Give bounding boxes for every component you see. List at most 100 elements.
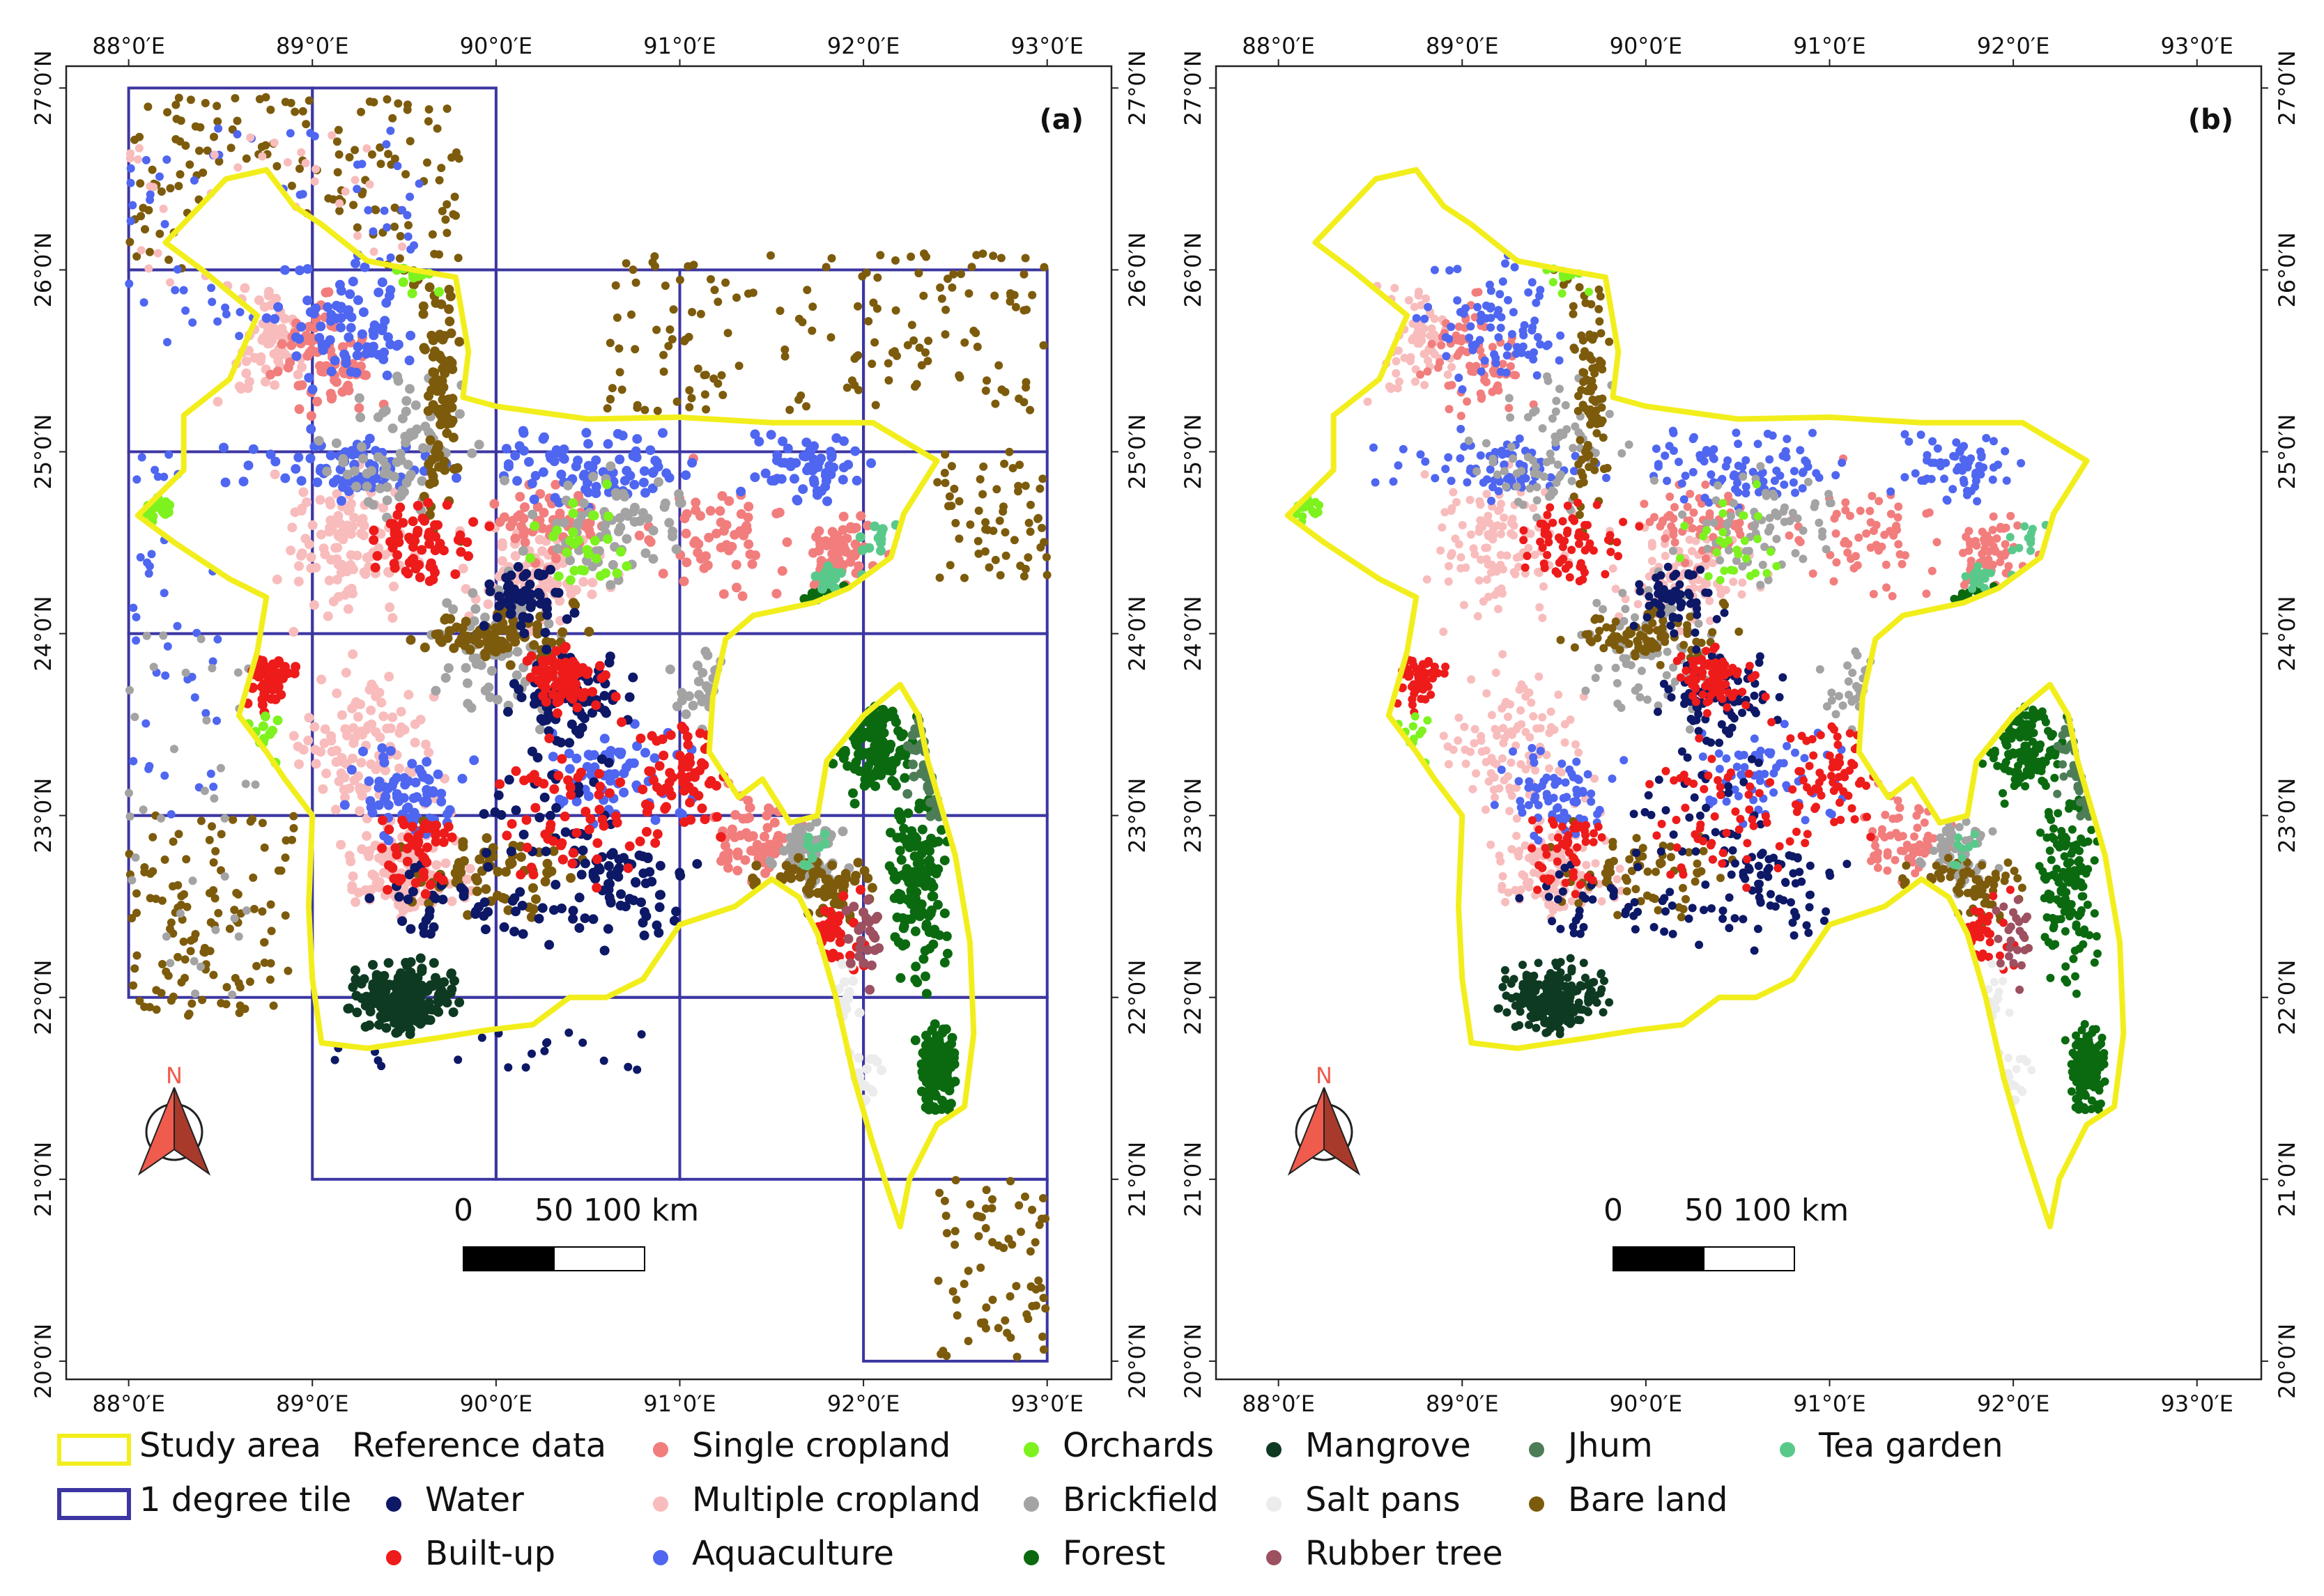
- reference-point-water: [580, 858, 590, 869]
- reference-point-bare-land: [1042, 571, 1052, 580]
- reference-point-salt-pans: [839, 977, 849, 987]
- reference-point-bare-land: [435, 352, 445, 363]
- reference-point-built-up: [578, 663, 588, 673]
- reference-point-multiple-cropland: [302, 497, 311, 507]
- reference-point-aquaculture: [222, 310, 231, 318]
- reference-point-built-up: [428, 574, 438, 584]
- reference-point-single-cropland: [777, 566, 787, 576]
- reference-point-water: [587, 708, 597, 718]
- reference-point-brickfield: [448, 604, 459, 614]
- reference-point-built-up: [665, 730, 676, 741]
- reference-point-single-cropland: [306, 411, 316, 421]
- reference-point-aquaculture: [675, 807, 685, 818]
- reference-point-built-up: [560, 812, 570, 821]
- reference-point-forest: [912, 858, 923, 869]
- reference-point-multiple-cropland: [330, 543, 341, 553]
- reference-point-aquaculture: [336, 313, 346, 323]
- reference-point-multiple-cropland: [1465, 495, 1475, 504]
- reference-point-built-up: [567, 694, 578, 704]
- reference-point-water: [631, 878, 641, 888]
- reference-point-aquaculture: [681, 470, 691, 481]
- reference-point-built-up: [640, 799, 651, 809]
- reference-point-bare-land: [924, 336, 933, 346]
- reference-point-bare-land: [289, 823, 298, 832]
- reference-point-water: [671, 906, 682, 917]
- reference-point-multiple-cropland: [331, 805, 341, 815]
- reference-point-brickfield: [399, 487, 409, 497]
- scale-bar: 0 50 100 km: [454, 1193, 699, 1271]
- reference-point-bare-land: [919, 291, 928, 300]
- reference-point-brickfield: [470, 604, 481, 614]
- reference-point-bare-land: [809, 869, 819, 879]
- reference-point-multiple-cropland: [1495, 851, 1504, 860]
- points-mangrove: [343, 953, 465, 1039]
- reference-point-water: [521, 586, 532, 596]
- reference-point-orchards: [615, 547, 626, 557]
- reference-point-multiple-cropland: [1420, 380, 1429, 389]
- reference-point-orchards: [576, 565, 586, 575]
- reference-point-bare-land: [532, 620, 542, 630]
- reference-point-multiple-cropland: [310, 177, 319, 186]
- reference-point-single-cropland: [1843, 548, 1852, 557]
- reference-point-multiple-cropland: [1481, 543, 1490, 552]
- reference-point-mangrove: [435, 986, 445, 997]
- reference-point-bare-land: [357, 107, 365, 116]
- reference-point-multiple-cropland: [1507, 845, 1516, 853]
- reference-point-water: [454, 1055, 463, 1064]
- reference-point-multiple-cropland: [335, 199, 344, 208]
- reference-point-multiple-cropland: [327, 746, 337, 757]
- reference-point-forest: [849, 798, 860, 809]
- reference-point-bare-land: [659, 367, 668, 376]
- reference-point-water: [509, 927, 520, 937]
- reference-point-built-up: [660, 804, 670, 814]
- reference-point-bare-land: [964, 1266, 973, 1276]
- reference-point-multiple-cropland: [1705, 596, 1714, 605]
- reference-point-water: [511, 906, 521, 917]
- reference-point-bare-land: [494, 625, 505, 635]
- reference-point-bare-land: [1021, 481, 1030, 490]
- reference-point-built-up: [268, 684, 279, 695]
- reference-point-bare-land: [390, 222, 399, 231]
- reference-point-aquaculture: [436, 789, 447, 799]
- reference-point-water: [504, 580, 514, 590]
- reference-point-multiple-cropland: [341, 667, 351, 678]
- reference-point-water: [541, 644, 552, 655]
- reference-point-multiple-cropland: [1502, 551, 1511, 560]
- reference-point-bare-land: [948, 283, 957, 292]
- reference-point-aquaculture: [452, 473, 461, 483]
- reference-point-multiple-cropland: [270, 380, 280, 390]
- reference-point-aquaculture: [213, 716, 221, 725]
- reference-point-bare-land: [424, 105, 433, 114]
- reference-point-aquaculture: [153, 472, 162, 481]
- reference-point-single-cropland: [489, 499, 500, 509]
- reference-point-multiple-cropland: [378, 503, 389, 513]
- reference-point-forest: [930, 1089, 940, 1099]
- reference-point-bare-land: [388, 114, 397, 123]
- reference-point-multiple-cropland: [369, 247, 378, 256]
- reference-point-multiple-cropland: [244, 376, 254, 387]
- reference-point-forest: [912, 897, 923, 908]
- reference-point-bare-land: [952, 1295, 961, 1304]
- reference-point-water: [614, 854, 624, 865]
- reference-point-single-cropland: [1893, 796, 1902, 805]
- reference-point-aquaculture: [314, 332, 325, 343]
- reference-point-aquaculture: [822, 496, 833, 506]
- reference-point-multiple-cropland: [316, 529, 326, 540]
- reference-point-bare-land: [428, 367, 438, 378]
- reference-point-bare-land: [141, 225, 149, 234]
- reference-point-aquaculture: [652, 457, 662, 467]
- reference-point-built-up: [594, 768, 604, 779]
- reference-point-bare-land: [438, 207, 447, 215]
- reference-point-bare-land: [199, 168, 208, 177]
- reference-point-single-cropland: [746, 846, 756, 856]
- reference-point-brickfield: [211, 925, 220, 934]
- reference-point-built-up: [402, 844, 413, 854]
- reference-point-aquaculture: [336, 323, 346, 333]
- reference-point-aquaculture: [381, 297, 392, 308]
- reference-point-brickfield: [671, 544, 682, 555]
- reference-point-built-up: [551, 681, 560, 691]
- reference-point-bare-land: [1011, 302, 1020, 311]
- reference-point-bare-land: [269, 1001, 278, 1010]
- reference-point-brickfield: [125, 685, 134, 695]
- reference-point-multiple-cropland: [264, 339, 275, 349]
